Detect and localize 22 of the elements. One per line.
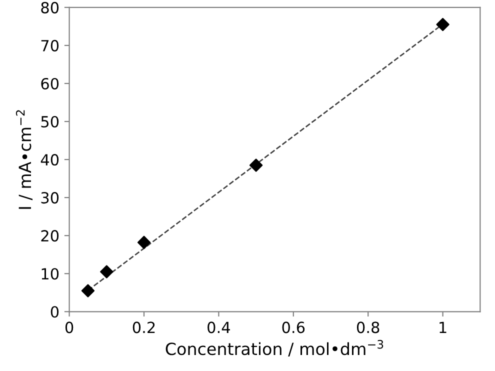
point	[436, 18, 450, 32]
point	[249, 158, 263, 172]
x-axis-title: Concentration / mol•dm$^{−3}$	[166, 340, 384, 356]
y-tick-label: 50	[41, 116, 59, 128]
y-tick-label: 80	[41, 2, 59, 14]
x-tick-label: 0.4	[208, 322, 230, 334]
x-tick-label: 0.2	[132, 322, 155, 334]
y-tick-label: 20	[41, 230, 59, 242]
y-tick-label: 40	[40, 154, 59, 166]
y-axis-title: I / mA•cm$^{−2}$	[16, 110, 33, 209]
y-tick-label: 30	[41, 192, 59, 204]
x-tick-label: 1	[440, 322, 446, 333]
point	[81, 284, 95, 298]
point	[100, 265, 114, 278]
y-tick-label: 60	[41, 78, 59, 90]
y-tick-label: 0	[50, 306, 59, 318]
x-tick-label: 0.8	[356, 322, 380, 334]
y-tick-label: 70	[41, 40, 59, 52]
point	[137, 236, 151, 250]
y-tick-label: 10	[42, 268, 59, 280]
x-tick-label: 0.6	[282, 322, 305, 334]
x-tick-label: 0	[65, 322, 74, 334]
